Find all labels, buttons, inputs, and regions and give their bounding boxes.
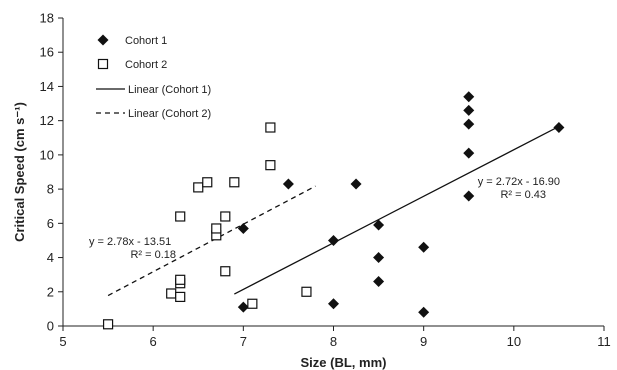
y-tick-label: 4: [47, 250, 54, 265]
cohort-1-point: [463, 190, 475, 202]
cohort-2-point: [301, 286, 312, 297]
data-points: [102, 91, 565, 330]
cohort-1-point: [237, 301, 249, 313]
cohort-1-point: [350, 178, 362, 190]
trendline-2: [107, 185, 316, 297]
y-tick-label: 0: [47, 319, 54, 334]
cohort-1-point: [418, 241, 430, 253]
cohort-1-point: [553, 122, 565, 134]
cohort-1-point: [282, 178, 294, 190]
cohort-2-point: [247, 298, 258, 309]
legend-label-linear-cohort-2: Linear (Cohort 2): [128, 108, 211, 120]
cohort-2-point: [229, 177, 240, 188]
y-tick-label: 6: [47, 216, 54, 231]
cohort-2-point: [265, 122, 276, 133]
cohort-1-point: [328, 298, 339, 310]
x-tick-label: 6: [150, 334, 157, 349]
x-tick-label: 7: [240, 334, 247, 349]
y-tick-label: 12: [40, 113, 54, 128]
cohort-2-point: [102, 319, 114, 330]
cohort-1-point: [463, 91, 475, 103]
legend: Cohort 1 Cohort 2 Linear (Cohort 1) Linear …: [96, 34, 211, 120]
cohort-1-point: [463, 147, 475, 159]
x-tick-label: 9: [420, 334, 427, 349]
cohort-1-point: [373, 276, 385, 288]
equation-cohort-1: y = 2.72x - 16.90: [478, 176, 560, 188]
legend-marker-cohort-1: [97, 34, 109, 46]
y-tick-label: 8: [47, 182, 54, 197]
trendlines: [107, 125, 560, 297]
cohort-2-point: [175, 274, 186, 285]
y-tick-label: 16: [40, 45, 54, 60]
cohort-2-point: [166, 288, 177, 299]
cohort-2-point: [202, 177, 213, 188]
equation-cohort-2: y = 2.78x - 13.51: [89, 236, 171, 248]
x-tick-label: 10: [507, 334, 521, 349]
legend-label-linear-cohort-1: Linear (Cohort 1): [128, 84, 211, 96]
y-tick-label: 2: [47, 284, 54, 299]
legend-marker-cohort-2: [97, 58, 109, 70]
cohort-2-point: [265, 160, 276, 171]
x-axis-title: Size (BL, mm): [301, 355, 387, 370]
cohort-2-point: [193, 182, 204, 193]
cohort-2-point: [220, 211, 231, 222]
r2-cohort-1: R² = 0.43: [500, 189, 546, 201]
cohort-2-point: [211, 223, 222, 234]
x-tick-label: 8: [330, 334, 337, 349]
y-tick-label: 10: [40, 147, 54, 162]
r2-cohort-2: R² = 0.18: [130, 249, 176, 261]
y-tick-label: 18: [40, 11, 54, 26]
cohort-1-point: [328, 234, 339, 246]
cohort-1-point: [418, 306, 430, 318]
legend-label-cohort-2: Cohort 2: [125, 59, 167, 71]
cohort-1-point: [373, 219, 385, 231]
axes: 0 2 4 6 8 10 12 14 16 18 5 6 7 8 9 10 11 Size (BL, mm) Cri…: [12, 11, 611, 370]
cohort-1-point: [237, 222, 249, 234]
cohort-2-point: [220, 266, 231, 277]
y-tick-label: 14: [40, 79, 54, 94]
y-axis-title: Critical Speed (cm s⁻¹): [12, 102, 27, 242]
cohort-1-point: [373, 252, 385, 264]
trendline-1: [234, 125, 560, 295]
x-tick-label: 11: [597, 334, 611, 349]
legend-label-cohort-1: Cohort 1: [125, 35, 167, 47]
x-tick-label: 5: [59, 334, 66, 349]
cohort-2-point: [175, 211, 186, 222]
cohort-1-point: [463, 104, 475, 116]
cohort-2-point: [175, 291, 186, 303]
cohort-1-point: [463, 118, 475, 130]
